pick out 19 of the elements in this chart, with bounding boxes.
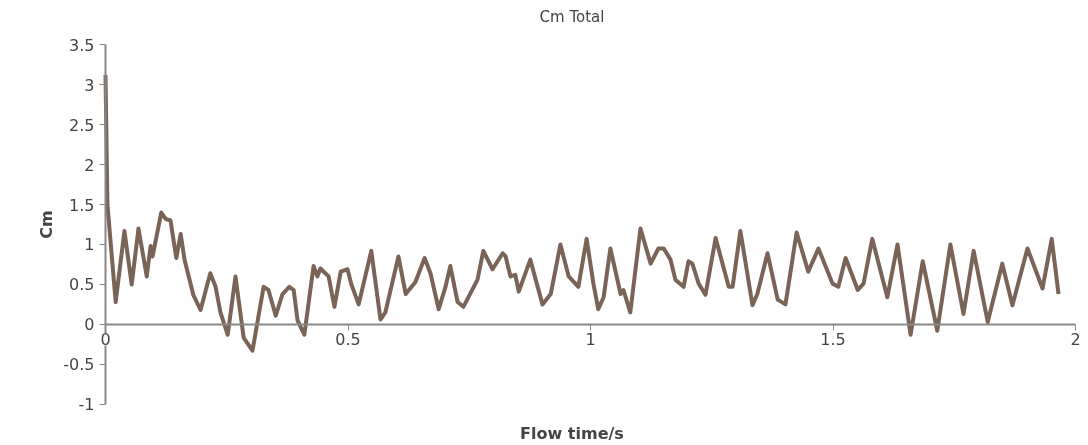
y-tick-label: -1: [78, 395, 95, 415]
y-tick-label: 1: [84, 235, 95, 255]
y-tick-label: 0.5: [69, 275, 95, 295]
y-tick-label: 2.5: [69, 115, 95, 135]
x-tick-label: 1.5: [820, 330, 846, 350]
x-tick-label: 0.5: [335, 330, 361, 350]
x-axis-title: Flow time/s: [520, 423, 624, 443]
chart-title: Cm Total: [539, 7, 605, 26]
y-axis-title: Cm: [36, 210, 56, 239]
x-tick-label: 1: [585, 330, 596, 350]
x-tick-label: 0: [100, 330, 111, 350]
y-tick-label: 2: [84, 155, 95, 175]
y-tick-label: 1.5: [69, 195, 95, 215]
y-tick-label: 3: [84, 75, 95, 95]
y-tick-label: -0.5: [63, 355, 95, 375]
line-series: [103, 73, 1061, 353]
y-tick-label: 3.5: [69, 35, 95, 55]
y-tick-label: 0: [84, 315, 95, 335]
x-tick-label: 2: [1070, 330, 1081, 350]
